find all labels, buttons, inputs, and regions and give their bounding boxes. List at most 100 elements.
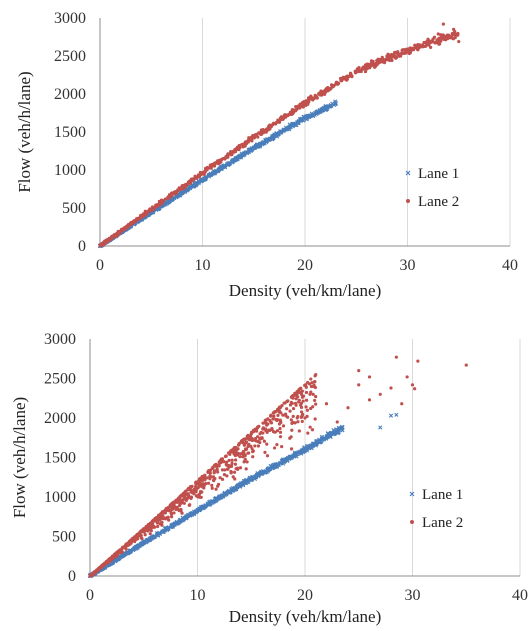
lane-2-point [216,463,220,468]
lane-2-point [335,420,339,424]
lane-2-point [280,404,284,408]
lane-2-point [264,130,268,134]
lane-2-point [454,33,458,37]
lane-2-point [397,54,401,58]
lane-2-point [222,460,226,464]
lane-2-point [247,451,251,455]
lane-2-point [301,104,305,109]
lane-2-point [344,77,348,82]
lane-2-point [129,541,133,545]
lane-2-point [232,470,237,474]
lane-1-point [266,466,271,471]
lane-2-point [167,518,171,522]
y-tick-label: 0 [78,238,86,255]
lane-2-point [266,422,270,426]
lane-2-point [227,458,231,462]
lane-2-point [425,42,430,46]
lane-2-point [256,444,261,448]
lane-2-point [371,62,375,66]
lane-2-point [357,369,361,373]
lane-2-point [413,387,417,391]
lane-1-point [267,137,272,142]
lane-1-point [305,443,310,449]
lane-2-point [252,135,256,139]
lane-2-point [143,209,147,213]
lane-2-point [253,444,257,448]
lane-2-point [300,419,304,424]
lane-1-point [251,145,256,151]
legend-label: Lane 1 [418,166,459,182]
lane-2-point [174,190,178,194]
lane-2-point [391,55,395,59]
lane-2-point [367,398,372,402]
lane-1-point [220,164,226,170]
lane-1-point [292,454,297,459]
lane-2-point [304,385,308,389]
lane-1-point [334,430,339,435]
lane-2-point [410,46,414,50]
lane-2-point [278,435,283,439]
lane-1-point [331,427,336,433]
lane-2-point [269,414,273,418]
lane-2-point [290,428,294,432]
lane-2-point [249,435,253,439]
lane-2-point [230,458,234,462]
lane-1-point [174,195,179,200]
lane-2-point [172,511,176,515]
lane-1-point [310,444,315,449]
legend-marker-lane-1 [409,491,415,497]
lane-2-point [238,145,242,150]
lane-2-point [230,152,234,157]
lane-2-point [275,120,279,124]
lane-1-point [212,499,217,504]
lane-2-series [88,355,468,578]
lane-2-point [306,431,310,435]
lane-2-point [126,224,130,228]
lane-1-point [200,177,205,182]
lane-2-point [140,536,144,541]
lane-2-point [296,390,300,394]
lane-1-point [113,559,118,564]
lane-1-point [278,129,283,134]
lane-2-point [219,160,223,164]
lane-2-point [189,488,193,492]
lane-1-point [192,509,197,514]
lane-2-point [354,69,358,73]
y-tick-label: 500 [52,529,76,546]
lane-2-point [432,35,437,39]
lane-1-point [152,534,157,539]
lane-2-point [310,428,315,432]
lane-2-point [263,450,267,454]
lane-2-point [323,88,328,92]
lane-1-point [292,121,297,127]
lane-2-point [282,115,287,119]
lane-2-point [435,38,439,42]
lane-2-point [344,75,348,79]
legend-item: Lane 1 [405,166,459,182]
lane-2-point [194,480,198,485]
lane-2-point [303,416,307,420]
lane-2-point [199,495,203,499]
lane-2-point [276,413,280,417]
lane-2-point [308,392,312,396]
lane-1-point [300,448,305,453]
lane-2-point [301,399,305,403]
lane-2-point [305,408,309,412]
lane-2-point [266,125,271,129]
lane-2-point [200,171,205,175]
lane-2-point [313,398,317,403]
lane-2-point [129,539,133,543]
lane-2-point [247,136,251,140]
lane-2-point [208,166,212,170]
lane-1-point [211,169,216,174]
lane-2-point [389,386,393,390]
x-tick-label: 20 [297,587,313,604]
lane-1-point [179,190,185,195]
lane-2-point [264,419,268,423]
lane-2-point [171,503,175,507]
lane-2-point [121,546,125,550]
lane-2-point [187,494,191,498]
lane-1-point [186,512,191,517]
lane-2-point [158,518,162,522]
lane-2-point [243,448,248,452]
